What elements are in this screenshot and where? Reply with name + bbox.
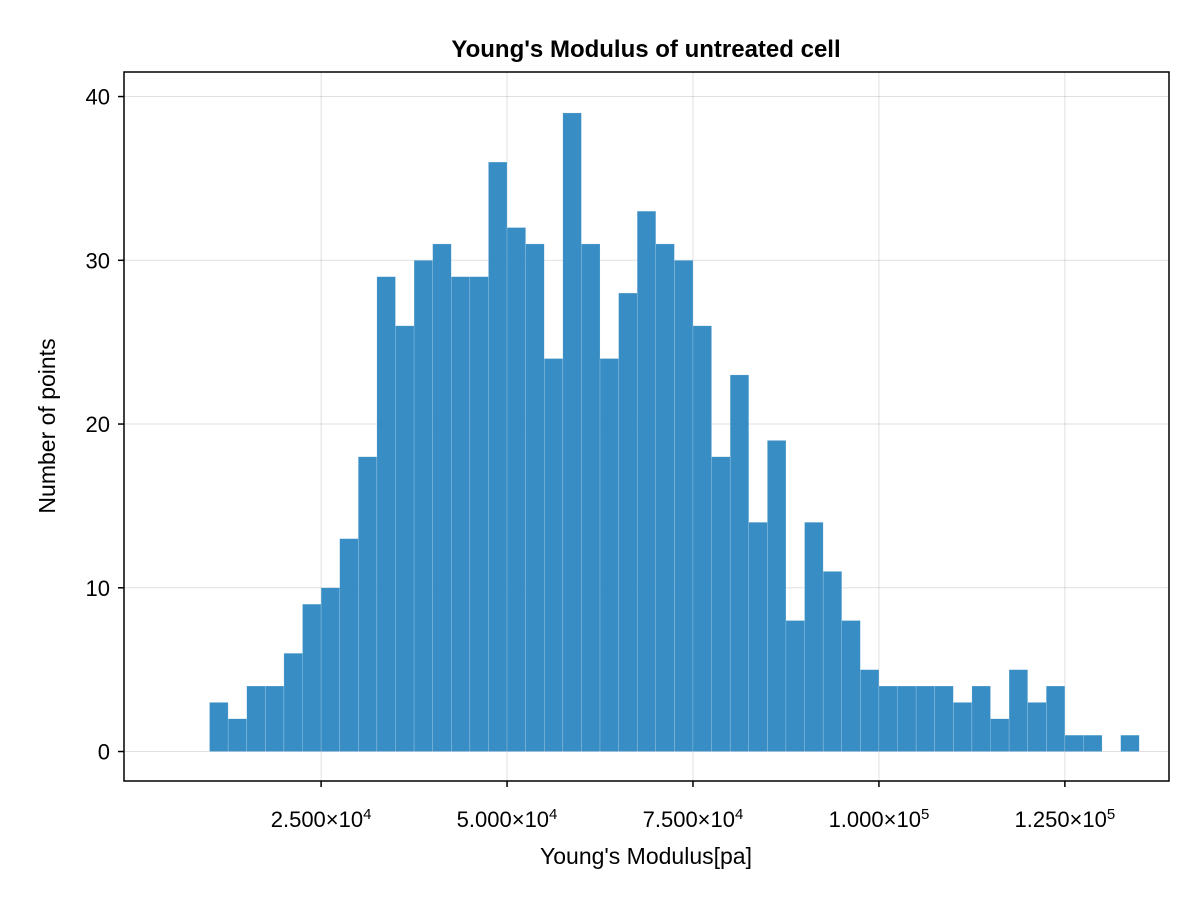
histogram-bar [376,276,396,752]
plot-frame [123,71,1170,782]
histogram-bar [1083,734,1103,752]
histogram-bar [934,685,954,752]
y-tick-label: 10 [86,576,110,601]
histogram-bar [302,603,322,752]
histogram-bar [767,440,787,752]
chart-title: Young's Modulus of untreated cell [451,36,840,63]
histogram-bar [897,685,917,752]
histogram-bar [692,325,712,752]
histogram-bar [860,669,880,752]
histogram-bar [674,260,694,752]
x-tick-label: 2.500×104 [271,806,372,832]
histogram-bar [618,292,638,752]
histogram-bar [525,243,545,752]
histogram-bar [1120,734,1140,752]
histogram-bar [358,456,378,752]
histogram-bar [599,358,619,752]
x-tick-label: 7.500×104 [643,806,744,832]
histogram-bar [990,718,1010,752]
y-tick-label: 30 [86,248,110,273]
histogram-bar [748,522,768,752]
histogram-bar [822,571,842,752]
histogram-bar [1046,685,1066,752]
histogram-bar [246,685,266,752]
histogram-bar [432,243,452,752]
histogram-bar [413,260,433,752]
histogram-bar [953,702,973,752]
histogram-bar [283,653,303,752]
histogram-bar [804,522,824,752]
histogram-bar [1008,669,1028,752]
histogram-bar [562,112,582,752]
histogram-bar [841,620,861,752]
y-tick-label: 20 [86,412,110,437]
histogram-bar [395,325,415,752]
histogram-bar [543,358,564,752]
histogram-bar [209,702,229,752]
y-tick-label: 40 [86,85,110,110]
histogram-bar [1027,702,1047,752]
histogram-bars [209,112,1140,752]
histogram-bar [878,685,898,752]
histogram-bar [339,538,359,752]
histogram-bar [488,161,508,752]
x-tick-label: 5.000×104 [457,806,558,832]
histogram-bar [451,276,471,752]
x-axis-label: Young's Modulus[pa] [540,843,752,869]
histogram-bar [506,227,526,752]
x-tick-label: 1.250×105 [1015,806,1116,832]
histogram-bar [581,243,601,752]
histogram-bar [320,587,340,752]
histogram-bar [265,685,285,752]
axis-ticks: 2.500×104 5.000×104 7.500×104 1.000×105 1.25… [86,85,1116,832]
y-tick-label: 0 [98,740,110,765]
x-tick-label: 1.000×105 [829,806,930,832]
histogram-bar [711,456,731,752]
histogram-bar [636,210,657,752]
histogram-bar [469,276,489,752]
histogram-bar [971,685,991,752]
histogram-bar [729,374,750,752]
histogram-bar [915,685,935,752]
y-axis-label: Number of points [34,338,60,513]
histogram-bar [1064,734,1084,752]
histogram-bar [785,620,805,752]
histogram-bar [227,718,247,752]
histogram-bar [655,243,675,752]
